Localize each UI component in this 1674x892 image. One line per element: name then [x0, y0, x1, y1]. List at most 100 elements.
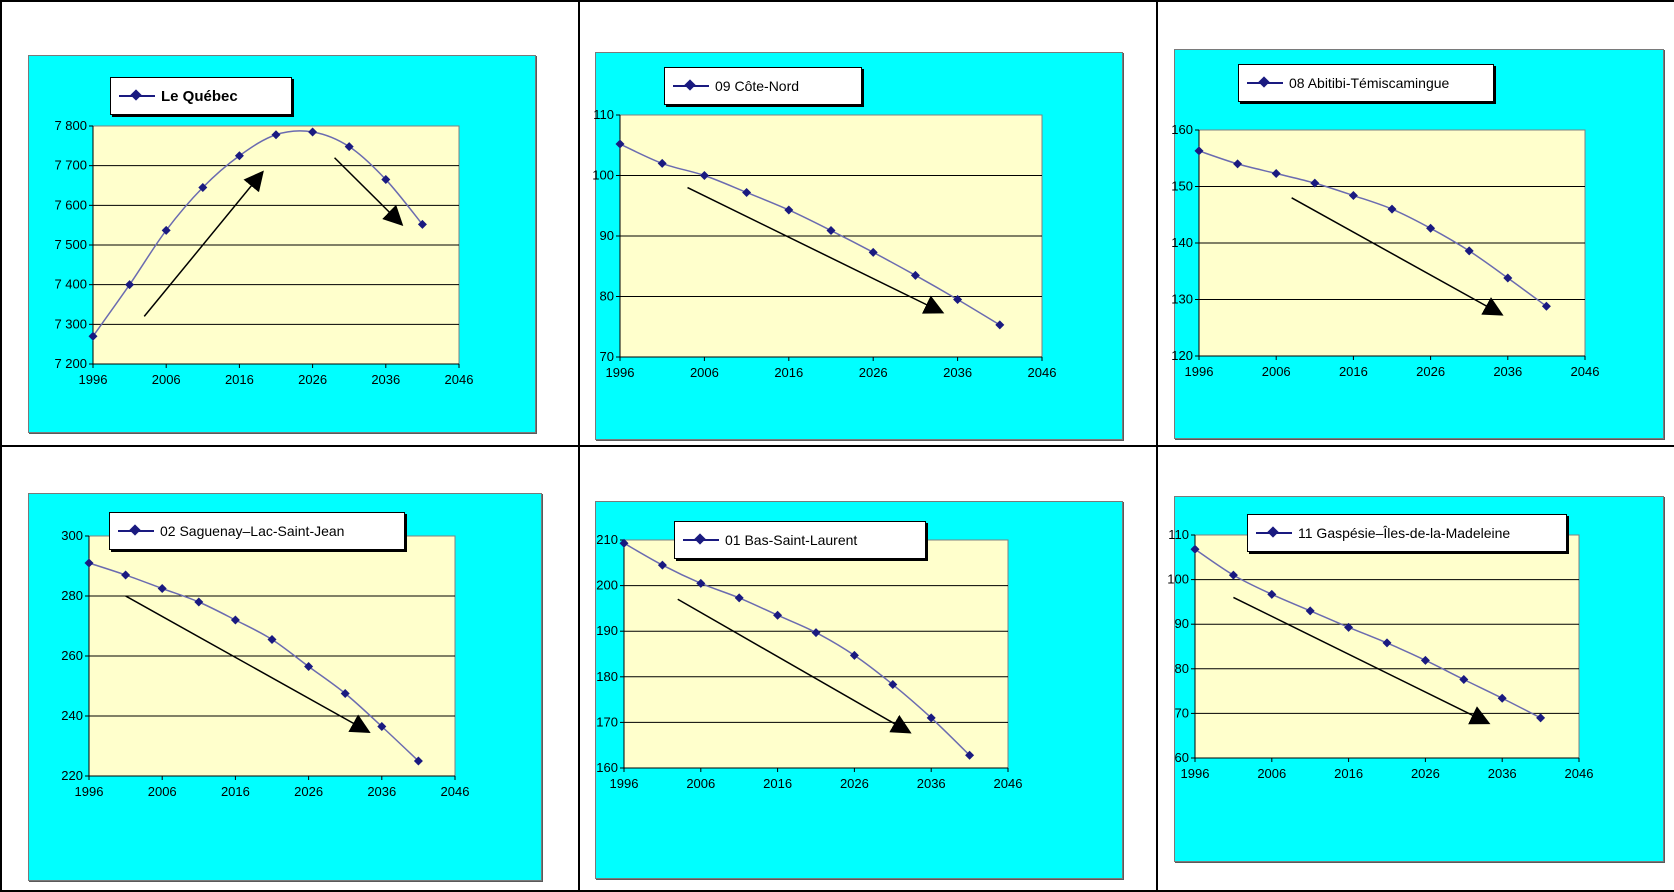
- data-point: [157, 584, 167, 593]
- data-point: [271, 130, 281, 140]
- data-point: [344, 142, 354, 152]
- y-tick-label: 200: [596, 578, 618, 593]
- x-tick-label: 2026: [1416, 364, 1445, 379]
- data-point: [965, 750, 975, 760]
- series-line: [1198, 150, 1547, 307]
- x-tick-label: 1996: [1181, 766, 1210, 781]
- data-point: [1536, 713, 1546, 723]
- data-point: [1420, 655, 1430, 665]
- data-point: [619, 538, 629, 548]
- y-tick-label: 190: [596, 623, 618, 638]
- x-tick-label: 2026: [1411, 766, 1440, 781]
- data-point: [1382, 638, 1392, 648]
- data-point: [953, 295, 963, 305]
- x-tick-label: 2046: [445, 372, 474, 387]
- legend-saguenay: 02 Saguenay–Lac-Saint-Jean: [109, 512, 405, 550]
- data-point: [234, 151, 244, 161]
- chart-cote-nord: 70 80 90 100 110 1996 2006 2016 2026 2036 2046: [592, 107, 1057, 380]
- y-tick-label: 7 700: [54, 158, 87, 173]
- y-tick-label: 220: [61, 768, 83, 783]
- x-tick-label: 2016: [221, 784, 250, 799]
- series-line: [92, 130, 423, 337]
- data-point: [381, 175, 391, 185]
- x-tick-label: 2006: [152, 372, 181, 387]
- x-tick-label: 1996: [79, 372, 108, 387]
- y-tick-label: 110: [593, 107, 614, 122]
- x-tick-label: 2046: [1028, 365, 1057, 380]
- data-point: [1233, 159, 1243, 169]
- x-tick-label: 2016: [774, 365, 803, 380]
- y-tick-label: 7 600: [54, 197, 87, 212]
- chart-panel-cote-nord: 70 80 90 100 110 1996 2006 2016 2026 2036 2046 09 …: [592, 52, 1123, 440]
- data-point: [1387, 204, 1397, 214]
- data-point: [1503, 273, 1513, 283]
- x-tick-label: 2006: [148, 784, 177, 799]
- y-tick-label: 7 500: [54, 237, 87, 252]
- y-tick-label: 7 800: [54, 118, 87, 133]
- x-tick-label: 2036: [367, 784, 396, 799]
- data-point: [699, 171, 709, 180]
- legend-marker-cote-nord: [673, 79, 709, 92]
- chart-abitibi: 120 130 140 150 160 1996 2006 2016 2026 2036 2046: [1171, 122, 1600, 379]
- chart-saguenay: 220 240 260 280 300 1996 2006 2016 2026 2036 2046: [61, 528, 470, 799]
- data-point: [304, 662, 314, 671]
- legend-quebec: Le Québec: [110, 77, 292, 115]
- data-point: [161, 225, 171, 235]
- legend-marker-quebec: [119, 89, 155, 102]
- data-point: [267, 635, 277, 644]
- x-tick-label: 2046: [1571, 364, 1600, 379]
- trend-arrow: [1291, 197, 1504, 316]
- y-tick-label: 90: [600, 228, 614, 243]
- y-tick-label: 280: [61, 588, 83, 603]
- legend-label-saguenay: 02 Saguenay–Lac-Saint-Jean: [160, 523, 345, 539]
- y-tick-label: 300: [61, 528, 83, 543]
- data-point: [926, 713, 936, 723]
- data-point: [1310, 178, 1320, 188]
- x-tick-label: 2046: [1565, 766, 1594, 781]
- legend-gaspesie: 11 Gaspésie–Îles-de-la-Madeleine: [1247, 514, 1567, 552]
- x-tick-label: 1996: [75, 784, 104, 799]
- trend-arrow: [125, 595, 371, 733]
- x-tick-label: 2026: [298, 372, 327, 387]
- data-point: [657, 158, 667, 168]
- data-point: [868, 247, 878, 257]
- legend-label-cote-nord: 09 Côte-Nord: [715, 78, 800, 94]
- data-point: [340, 689, 350, 698]
- legend-bas-saint-laurent: 01 Bas-Saint-Laurent: [674, 521, 926, 559]
- chart-gaspesie: 60 70 80 90 100 110 1996 2006 2016 2026 2036 2046: [1167, 527, 1594, 781]
- legend-marker-abitibi: [1247, 76, 1283, 89]
- data-point: [121, 570, 131, 580]
- legend-label-abitibi: 08 Abitibi-Témiscamingue: [1289, 75, 1450, 91]
- data-point: [849, 650, 859, 660]
- y-tick-label: 180: [596, 669, 618, 684]
- data-point: [1426, 223, 1436, 233]
- data-point: [377, 722, 387, 731]
- x-tick-label: 2026: [294, 784, 323, 799]
- chart-panel-saguenay: 220 240 260 280 300 1996 2006 2016 2026 2036 2046 …: [28, 493, 542, 881]
- x-tick-label: 2036: [371, 372, 400, 387]
- data-point: [1305, 606, 1315, 616]
- data-point: [615, 139, 625, 149]
- data-point: [125, 280, 135, 290]
- data-point: [826, 226, 836, 236]
- y-tick-label: 60: [1175, 750, 1189, 765]
- data-point: [194, 597, 204, 607]
- data-point: [784, 205, 794, 215]
- x-tick-label: 2026: [859, 365, 888, 380]
- y-tick-label: 260: [61, 648, 83, 663]
- x-tick-label: 2006: [690, 365, 719, 380]
- y-tick-label: 130: [1171, 292, 1193, 307]
- chart-panel-bas-saint-laurent: 160 170 180 190 200 210 1996 2006 2016 2026 2036 20…: [595, 501, 1123, 879]
- y-tick-label: 140: [1171, 235, 1193, 250]
- data-point: [230, 615, 240, 625]
- trend-arrow: [687, 186, 945, 314]
- y-tick-label: 150: [1171, 179, 1193, 194]
- x-tick-label: 2006: [686, 776, 715, 791]
- y-tick-label: 80: [600, 289, 614, 304]
- chart-panel-quebec: 7 200 7 300 7 400 7 500 7 600 7 700 7 800 1996 2…: [28, 55, 536, 433]
- series-line: [623, 542, 971, 756]
- x-tick-label: 2046: [441, 784, 470, 799]
- y-tick-label: 110: [1168, 527, 1189, 542]
- x-tick-label: 2006: [1257, 766, 1286, 781]
- legend-marker-saguenay: [118, 524, 154, 537]
